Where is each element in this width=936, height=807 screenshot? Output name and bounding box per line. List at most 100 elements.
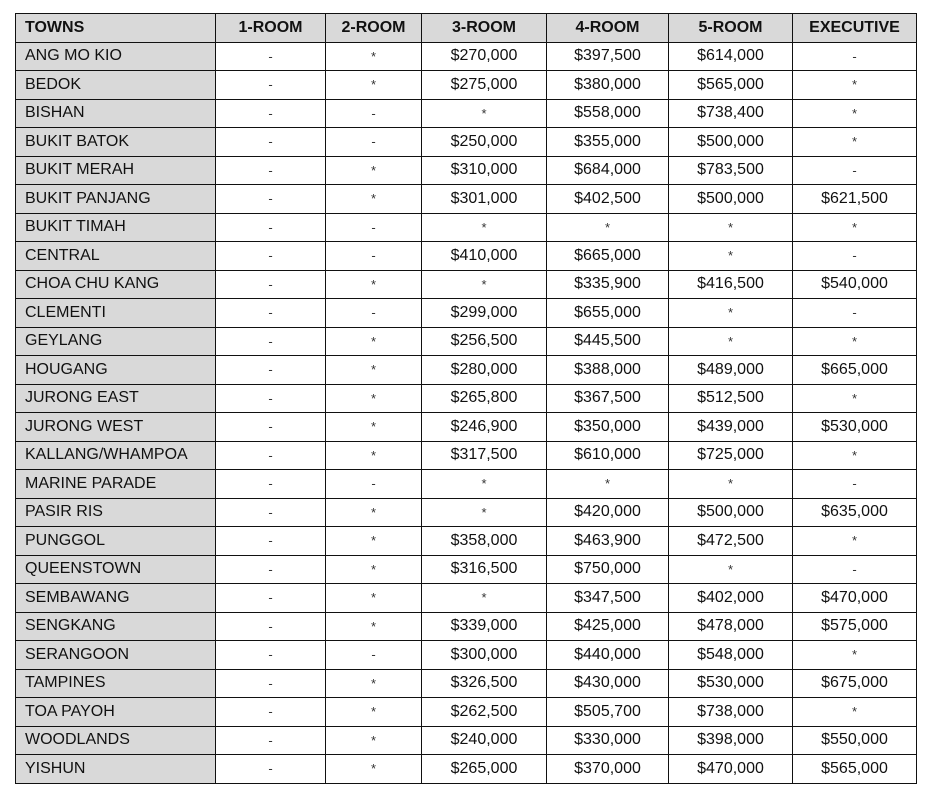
price-cell: - [215,41,326,71]
price-cell: $489,000 [668,355,793,385]
price-cell: - [215,583,326,613]
price-cell: * [325,754,422,784]
price-cell: $548,000 [668,640,793,670]
town-name-cell: TAMPINES [15,668,216,698]
price-cell: * [546,469,669,499]
price-cell: $420,000 [546,497,669,527]
town-name-cell: KALLANG/WHAMPOA [15,440,216,470]
price-cell: $439,000 [668,412,793,442]
price-cell: - [215,640,326,670]
price-cell: - [792,155,917,185]
table-row: BEDOK - * $275,000 $380,000 $565,000 * [15,70,917,100]
town-name-cell: JURONG WEST [15,412,216,442]
price-cell: $301,000 [421,184,547,214]
price-cell: * [421,497,547,527]
price-cell: $397,500 [546,41,669,71]
price-cell: $265,800 [421,383,547,413]
price-cell: - [215,554,326,584]
price-cell: $250,000 [421,127,547,157]
price-cell: * [325,554,422,584]
price-cell: - [215,469,326,499]
price-cell: $280,000 [421,355,547,385]
price-cell: - [215,98,326,128]
town-name-cell: CENTRAL [15,241,216,271]
price-cell: * [792,697,917,727]
town-name-cell: WOODLANDS [15,725,216,755]
price-cell: * [668,326,793,356]
price-cell: $370,000 [546,754,669,784]
price-cell: * [792,212,917,242]
price-cell: $470,000 [668,754,793,784]
price-cell: $350,000 [546,412,669,442]
table-row: PASIR RIS - * * $420,000 $500,000 $635,000 [15,497,917,527]
price-cell: $339,000 [421,611,547,641]
price-cell: $299,000 [421,298,547,328]
price-cell: * [325,697,422,727]
price-cell: $472,500 [668,526,793,556]
price-cell: - [792,241,917,271]
price-cell: $750,000 [546,554,669,584]
price-cell: - [792,41,917,71]
price-cell: $355,000 [546,127,669,157]
price-cell: $665,000 [546,241,669,271]
price-cell: $367,500 [546,383,669,413]
price-cell: * [325,412,422,442]
town-name-cell: TOA PAYOH [15,697,216,727]
price-cell: * [421,98,547,128]
column-header: EXECUTIVE [792,13,917,43]
price-cell: * [325,611,422,641]
price-cell: - [215,497,326,527]
price-cell: $684,000 [546,155,669,185]
price-cell: $463,900 [546,526,669,556]
price-cell: * [792,440,917,470]
price-cell: $530,000 [792,412,917,442]
price-cell: $530,000 [668,668,793,698]
price-cell: $358,000 [421,526,547,556]
table-row: TOA PAYOH - * $262,500 $505,700 $738,000 * [15,697,917,727]
table-row: GEYLANG - * $256,500 $445,500 * * [15,326,917,356]
table-row: CLEMENTI - - $299,000 $655,000 * - [15,298,917,328]
table-row: QUEENSTOWN - * $316,500 $750,000 * - [15,554,917,584]
town-name-cell: BEDOK [15,70,216,100]
price-cell: $783,500 [668,155,793,185]
price-cell: $440,000 [546,640,669,670]
town-name-cell: SENGKANG [15,611,216,641]
column-header: 4-ROOM [546,13,669,43]
table-row: SENGKANG - * $339,000 $425,000 $478,000 $575,0… [15,611,917,641]
town-name-cell: SERANGOON [15,640,216,670]
table-row: CENTRAL - - $410,000 $665,000 * - [15,241,917,271]
price-cell: $330,000 [546,725,669,755]
price-cell: * [421,212,547,242]
town-name-cell: JURONG EAST [15,383,216,413]
price-cell: $738,400 [668,98,793,128]
price-cell: * [792,70,917,100]
price-cell: $310,000 [421,155,547,185]
price-cell: * [325,497,422,527]
price-cell: * [325,725,422,755]
price-cell: $316,500 [421,554,547,584]
price-cell: $738,000 [668,697,793,727]
column-header: TOWNS [15,13,216,43]
price-cell: - [325,469,422,499]
price-cell: $430,000 [546,668,669,698]
price-cell: - [792,469,917,499]
price-cell: * [421,469,547,499]
price-cell: - [215,70,326,100]
price-cell: - [325,640,422,670]
price-cell: * [325,326,422,356]
price-cell: * [325,184,422,214]
price-cell: $500,000 [668,184,793,214]
town-name-cell: PASIR RIS [15,497,216,527]
price-cell: - [325,127,422,157]
price-cell: $512,500 [668,383,793,413]
column-header: 3-ROOM [421,13,547,43]
table-row: SEMBAWANG - * * $347,500 $402,000 $470,000 [15,583,917,613]
price-cell: $655,000 [546,298,669,328]
resale-price-table: TOWNS 1-ROOM 2-ROOM 3-ROOM 4-ROOM 5-ROOM EXECU… [15,13,917,784]
price-cell: * [792,640,917,670]
price-cell: * [325,526,422,556]
price-cell: - [215,241,326,271]
price-cell: $246,900 [421,412,547,442]
table-row: BUKIT TIMAH - - * * * * [15,212,917,242]
price-cell: $500,000 [668,497,793,527]
